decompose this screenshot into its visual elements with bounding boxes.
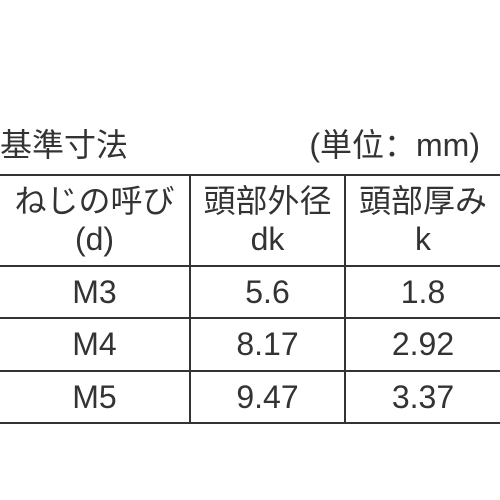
table-cell: 8.17 (190, 318, 345, 370)
column-header-1: ねじの呼び (d) (0, 175, 190, 266)
table-row: M3 5.6 1.8 (0, 266, 500, 318)
header-row: 基準寸法 (単位：mm) (0, 120, 500, 174)
column-header-2-line1: 頭部外径 (203, 183, 331, 219)
table-container: 基準寸法 (単位：mm) ねじの呼び (d) 頭部外径 dk 頭部厚み k (0, 120, 500, 424)
table-cell: 3.37 (345, 371, 500, 423)
dimension-table: ねじの呼び (d) 頭部外径 dk 頭部厚み k M3 5.6 1.8 (0, 174, 500, 424)
column-header-3-line2: k (415, 221, 431, 257)
column-header-1-line2: (d) (75, 221, 114, 257)
column-header-3-line1: 頭部厚み (359, 183, 487, 219)
table-cell: 2.92 (345, 318, 500, 370)
column-header-3: 頭部厚み k (345, 175, 500, 266)
table-row: M4 8.17 2.92 (0, 318, 500, 370)
table-cell: 5.6 (190, 266, 345, 318)
table-cell: M4 (0, 318, 190, 370)
table-cell: 9.47 (190, 371, 345, 423)
table-cell: 1.8 (345, 266, 500, 318)
column-header-2: 頭部外径 dk (190, 175, 345, 266)
table-header-row: ねじの呼び (d) 頭部外径 dk 頭部厚み k (0, 175, 500, 266)
table-cell: M5 (0, 371, 190, 423)
column-header-1-line1: ねじの呼び (14, 183, 174, 219)
table-title: 基準寸法 (0, 120, 128, 166)
unit-label: (単位：mm) (309, 120, 480, 166)
column-header-2-line2: dk (251, 221, 285, 257)
table-row: M5 9.47 3.37 (0, 371, 500, 423)
table-cell: M3 (0, 266, 190, 318)
